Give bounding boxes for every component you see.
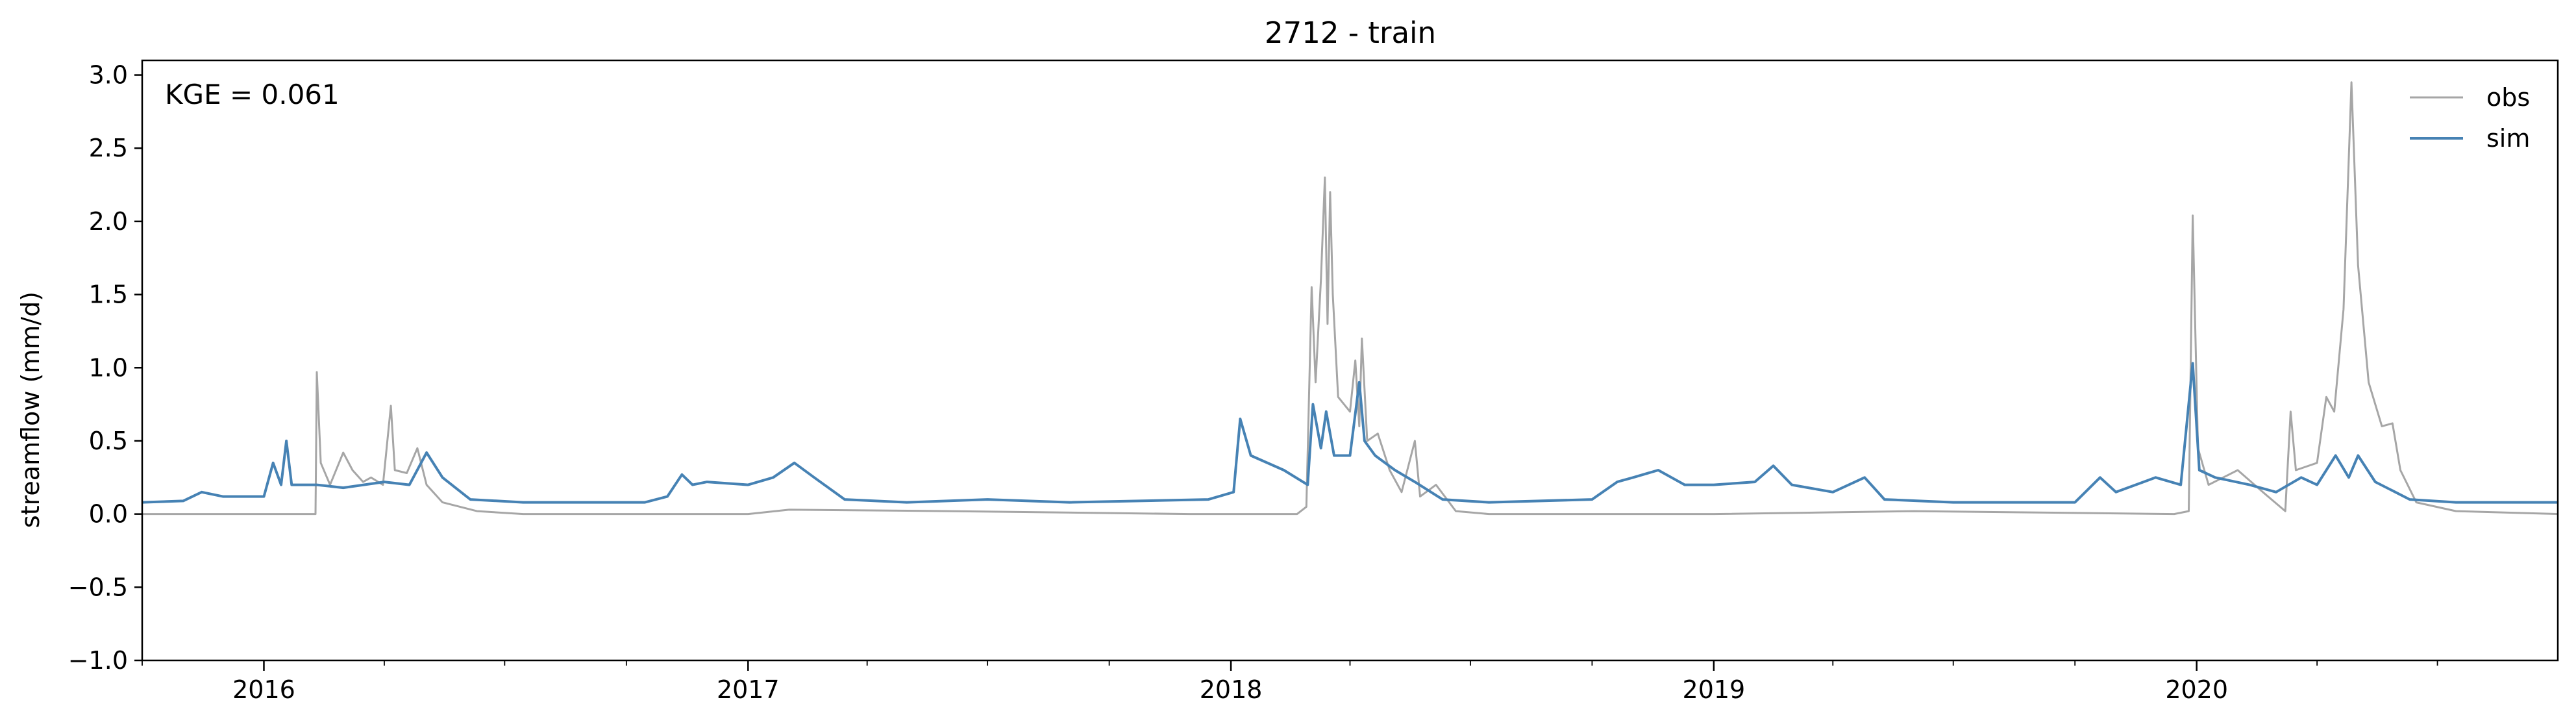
series-line-obs: [142, 81, 2558, 516]
y-tick-label: −0.5: [68, 573, 128, 601]
y-tick-label: 3.0: [89, 61, 128, 90]
x-tick-label: 2019: [1683, 675, 1746, 704]
y-tick-label: 1.0: [89, 353, 128, 382]
legend-label-sim: sim: [2486, 124, 2530, 153]
y-tick-label: 1.5: [89, 281, 128, 309]
y-tick-label: 0.0: [89, 500, 128, 529]
plot-area: [142, 81, 2558, 516]
x-tick-label: 2018: [1200, 675, 1263, 704]
chart-title: 2712 - train: [1265, 16, 1436, 50]
y-tick-label: 2.5: [89, 134, 128, 162]
legend: obs sim: [2410, 83, 2530, 153]
x-tick-label: 2016: [232, 675, 295, 704]
kge-annotation: KGE = 0.061: [165, 79, 340, 110]
y-tick-label: 2.0: [89, 207, 128, 236]
x-tick-label: 2017: [717, 675, 780, 704]
x-tick-label: 2020: [2165, 675, 2228, 704]
legend-label-obs: obs: [2486, 83, 2530, 112]
axes: −1.0 −0.5 0.0 0.5 1.0 1.5 2.0 2.5 3.0 2016 2017 201…: [68, 61, 2438, 704]
y-axis-label: streamflow (mm/d): [16, 292, 45, 528]
series-line-sim: [142, 362, 2558, 504]
y-tick-label: 0.5: [89, 427, 128, 455]
y-tick-label: −1.0: [68, 646, 128, 675]
